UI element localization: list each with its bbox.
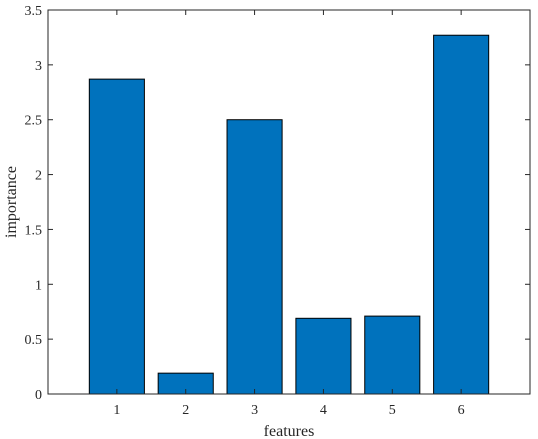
bar-feature-4 — [295, 317, 352, 395]
bar-feature-1 — [88, 78, 145, 395]
x-tick-label: 6 — [458, 403, 465, 418]
y-tick-label: 1.5 — [25, 223, 43, 238]
y-tick-labels: 0 0.5 1 1.5 2 2.5 3 3.5 — [25, 4, 43, 403]
plot-area-border — [47, 9, 531, 395]
bar-feature-3 — [226, 119, 283, 395]
x-axis-label: features — [264, 423, 315, 439]
bars-group — [88, 34, 490, 395]
x-tick-labels: 1 2 3 4 5 6 — [113, 403, 464, 418]
y-tick-label: 2 — [35, 169, 42, 184]
bar-feature-6 — [433, 34, 490, 395]
y-tick-label: 0 — [35, 388, 42, 403]
x-tick-label: 5 — [389, 403, 396, 418]
y-tick-label: 1 — [35, 278, 42, 293]
y-tick-label: 2.5 — [25, 114, 43, 129]
x-tick-label: 4 — [320, 403, 327, 418]
x-tick-label: 3 — [251, 403, 258, 418]
x-tick-label: 2 — [182, 403, 189, 418]
y-tick-label: 3 — [35, 59, 42, 74]
y-tick-label: 3.5 — [25, 4, 43, 19]
y-tick-label: 0.5 — [25, 333, 43, 348]
axis-ticks — [48, 9, 530, 395]
bar-feature-5 — [364, 315, 421, 395]
y-axis-label: importance — [3, 166, 20, 238]
x-tick-label: 1 — [113, 403, 120, 418]
